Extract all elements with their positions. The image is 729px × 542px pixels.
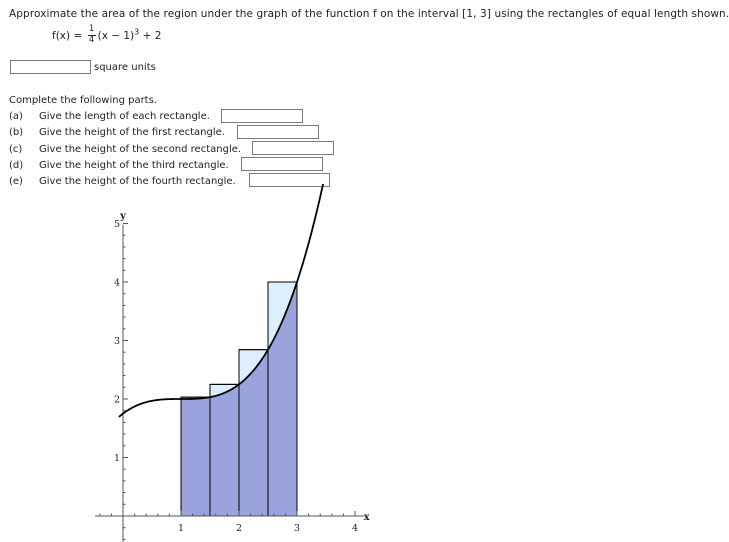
- x-tick-label: 1: [178, 523, 184, 534]
- area-unit-label: square units: [94, 62, 156, 73]
- function-definition: f(x) = 1 4 (x − 1)3 + 2: [52, 24, 161, 54]
- part-letter: (e): [9, 176, 23, 187]
- function-lhs: f(x) =: [52, 30, 83, 42]
- y-axis-label: y: [119, 211, 127, 222]
- part-a-input[interactable]: [221, 109, 303, 123]
- function-power: 3: [134, 27, 140, 37]
- x-tick-label: 3: [294, 523, 300, 534]
- instructions-text: Complete the following parts.: [9, 95, 157, 106]
- part-letter: (a): [9, 111, 23, 122]
- part-letter: (c): [9, 144, 23, 155]
- function-body: (x − 1): [97, 30, 135, 42]
- x-tick-label: 4: [352, 523, 358, 534]
- curve-layer: [118, 183, 324, 418]
- part-letter: (d): [9, 160, 24, 171]
- part-text: Give the height of the first rectangle.: [39, 127, 225, 138]
- part-text: Give the height of the fourth rectangle.: [39, 176, 236, 187]
- y-tick-label: 5: [114, 219, 120, 230]
- part-c-input[interactable]: [252, 141, 334, 155]
- fraction-denominator: 4: [88, 35, 95, 45]
- function-fraction: 1 4: [87, 24, 97, 48]
- fraction-bar: [87, 35, 96, 36]
- part-b: (b) Give the height of the first rectangl…: [9, 127, 225, 138]
- part-e: (e) Give the height of the fourth rectang…: [9, 176, 236, 187]
- part-text: Give the height of the third rectangle.: [39, 160, 229, 171]
- part-letter: (b): [9, 127, 24, 138]
- part-c: (c) Give the height of the second rectang…: [9, 144, 241, 155]
- question-text: Approximate the area of the region under…: [9, 8, 729, 20]
- y-tick-label: 3: [114, 336, 120, 347]
- fraction-numerator: 1: [88, 24, 95, 34]
- part-text: Give the height of the second rectangle.: [39, 144, 242, 155]
- label-layer: 1 2 3 4 1 2 3 4 5 x y: [114, 211, 371, 534]
- x-tick-label: 2: [236, 523, 242, 534]
- y-tick-label: 4: [114, 278, 120, 289]
- part-e-input[interactable]: [249, 173, 330, 187]
- part-b-input[interactable]: [237, 125, 319, 139]
- y-tick-label: 1: [114, 453, 120, 464]
- area-answer-input[interactable]: [10, 60, 91, 74]
- part-d-input[interactable]: [241, 157, 323, 171]
- axis-layer: [95, 223, 364, 542]
- x-axis-label: x: [364, 512, 371, 523]
- part-d: (d) Give the height of the third rectangl…: [9, 160, 229, 171]
- function-tail: + 2: [139, 30, 162, 42]
- part-a: (a) Give the length of each rectangle.: [9, 111, 210, 122]
- y-tick-label: 2: [114, 395, 120, 406]
- part-text: Give the length of each rectangle.: [39, 111, 210, 122]
- function-curve: [118, 183, 324, 418]
